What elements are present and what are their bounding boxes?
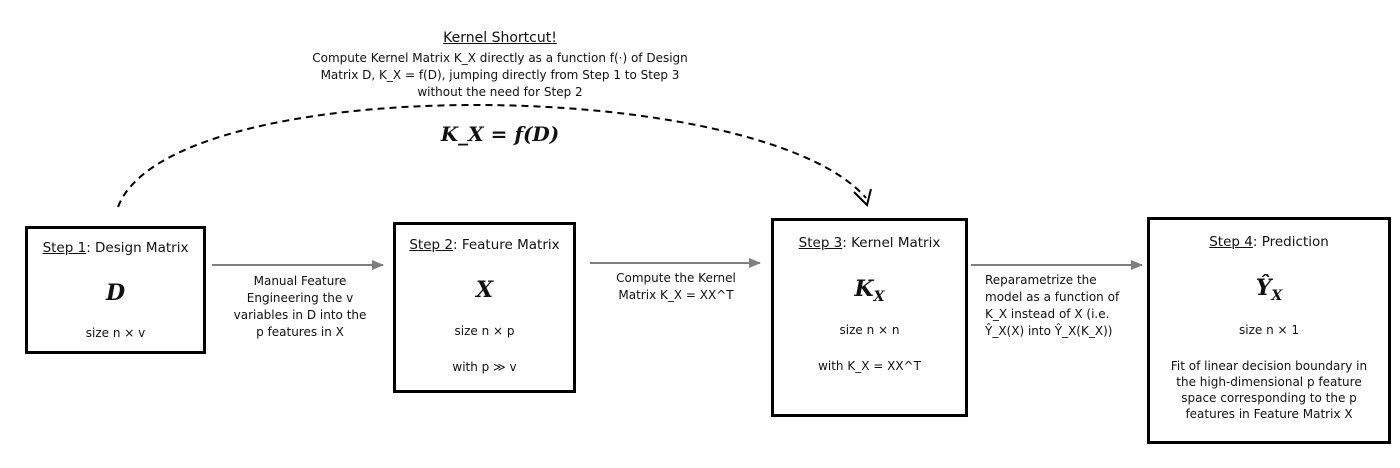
step-3-label: Step 3 <box>798 235 843 251</box>
step-4-label: Step 4 <box>1209 234 1253 250</box>
step-1-size: size n × v <box>85 326 146 340</box>
step-2-heading: Step 2: Feature Matrix <box>396 237 573 253</box>
step-2-size: size n × p <box>454 324 515 338</box>
shortcut-dashed-arrow <box>117 104 867 208</box>
transition-3-label: Reparametrize the model as a function of… <box>985 273 1120 338</box>
step-1-label: Step 1 <box>42 240 87 256</box>
step-1-box: Step 1: Design Matrix D size n × v <box>25 226 206 354</box>
shortcut-arrowhead <box>853 188 872 207</box>
step-1-title: : Design Matrix <box>86 240 189 256</box>
step-2-box: Step 2: Feature Matrix X size n × p with… <box>393 222 576 393</box>
transition-1-label: Manual Feature Engineering the v variabl… <box>233 274 367 339</box>
step-4-size: size n × 1 <box>1238 323 1299 337</box>
step-4-heading: Step 4: Prediction <box>1150 234 1388 250</box>
step-2-condition: with p ≫ v <box>452 360 517 374</box>
step-1-symbol: D <box>105 280 126 306</box>
step-2-symbol: X <box>475 277 494 303</box>
transition-2-label: Compute the Kernel Matrix K_X = XX^T <box>616 271 736 302</box>
step-3-heading: Step 3: Kernel Matrix <box>774 235 965 251</box>
shortcut-description: Compute Kernel Matrix K_X directly as a … <box>312 51 688 99</box>
step-3-symbol: KX <box>854 276 885 305</box>
step-3-box: Step 3: Kernel Matrix KX size n × n with… <box>771 218 968 417</box>
step-4-title: : Prediction <box>1252 234 1329 250</box>
step-3-title: : Kernel Matrix <box>842 235 941 251</box>
step-4-description: Fit of linear decision boundary in the h… <box>1170 359 1368 421</box>
step-4-box: Step 4: Prediction ŶX size n × 1 Fit of … <box>1147 217 1391 444</box>
shortcut-title: Kernel Shortcut! <box>443 30 557 46</box>
step-1-heading: Step 1: Design Matrix <box>28 240 203 256</box>
shortcut-formula: K_X = f(D) <box>440 122 560 146</box>
step-4-symbol: ŶX <box>1255 275 1283 304</box>
step-2-title: : Feature Matrix <box>452 237 560 253</box>
step-3-size: size n × n <box>839 323 900 337</box>
step-2-label: Step 2 <box>409 237 453 253</box>
step-3-condition: with K_X = XX^T <box>818 359 921 373</box>
